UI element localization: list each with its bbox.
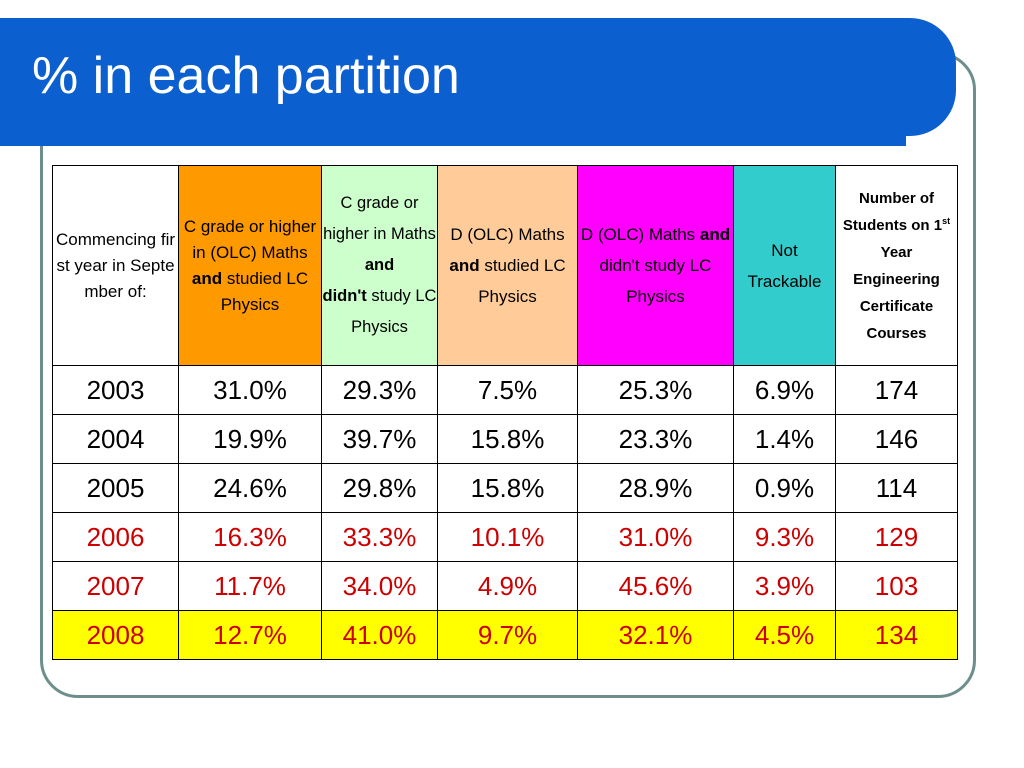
students-cell: 174 (835, 365, 958, 415)
c-grade-not-studied-cell: 41.0% (321, 610, 438, 660)
c-grade-not-studied-cell: 29.8% (321, 463, 438, 513)
table-row: 2006 16.3% 33.3% 10.1% 31.0% 9.3% 129 (52, 512, 958, 562)
d-studied-cell: 15.8% (437, 414, 578, 464)
header-c-grade-not-studied: C grade or higher in Maths and didn't stu… (321, 165, 438, 366)
header-c-grade-studied: C grade or higher in (OLC) Maths and stu… (178, 165, 322, 366)
not-trackable-cell: 1.4% (733, 414, 836, 464)
students-cell: 114 (835, 463, 958, 513)
header-not-trackable: Not Trackable (733, 165, 836, 366)
students-cell: 146 (835, 414, 958, 464)
d-not-studied-cell: 32.1% (577, 610, 734, 660)
d-not-studied-cell: 25.3% (577, 365, 734, 415)
d-studied-cell: 7.5% (437, 365, 578, 415)
d-studied-cell: 9.7% (437, 610, 578, 660)
header-d-not-studied: D (OLC) Maths and didn't study LC Physic… (577, 165, 734, 366)
not-trackable-cell: 0.9% (733, 463, 836, 513)
header-commencing: Commencing first year in September of: (52, 165, 179, 366)
students-cell: 134 (835, 610, 958, 660)
d-studied-cell: 4.9% (437, 561, 578, 611)
year-cell: 2005 (52, 463, 179, 513)
table-row: 2007 11.7% 34.0% 4.9% 45.6% 3.9% 103 (52, 561, 958, 611)
header-row: Commencing first year in September of: C… (52, 165, 958, 366)
d-not-studied-cell: 28.9% (577, 463, 734, 513)
d-studied-cell: 15.8% (437, 463, 578, 513)
year-cell: 2007 (52, 561, 179, 611)
partition-table: Commencing first year in September of: C… (52, 165, 958, 660)
c-grade-studied-cell: 19.9% (178, 414, 322, 464)
d-not-studied-cell: 31.0% (577, 512, 734, 562)
year-cell: 2003 (52, 365, 179, 415)
c-grade-not-studied-cell: 29.3% (321, 365, 438, 415)
slide-title: % in each partition (32, 47, 460, 105)
year-cell: 2006 (52, 512, 179, 562)
c-grade-studied-cell: 16.3% (178, 512, 322, 562)
table-row: 2003 31.0% 29.3% 7.5% 25.3% 6.9% 174 (52, 365, 958, 415)
students-cell: 103 (835, 561, 958, 611)
header-number-of-students: Number of Students on 1st Year Engineeri… (835, 165, 958, 366)
not-trackable-cell: 3.9% (733, 561, 836, 611)
not-trackable-cell: 4.5% (733, 610, 836, 660)
table-row: 2005 24.6% 29.8% 15.8% 28.9% 0.9% 114 (52, 463, 958, 513)
table-row: 2004 19.9% 39.7% 15.8% 23.3% 1.4% 146 (52, 414, 958, 464)
title-underline (0, 134, 906, 146)
header-d-studied: D (OLC) Maths and studied LC Physics (437, 165, 578, 366)
c-grade-studied-cell: 24.6% (178, 463, 322, 513)
year-cell: 2008 (52, 610, 179, 660)
c-grade-studied-cell: 11.7% (178, 561, 322, 611)
d-not-studied-cell: 45.6% (577, 561, 734, 611)
c-grade-not-studied-cell: 33.3% (321, 512, 438, 562)
d-studied-cell: 10.1% (437, 512, 578, 562)
year-cell: 2004 (52, 414, 179, 464)
c-grade-not-studied-cell: 34.0% (321, 561, 438, 611)
c-grade-studied-cell: 31.0% (178, 365, 322, 415)
c-grade-not-studied-cell: 39.7% (321, 414, 438, 464)
c-grade-studied-cell: 12.7% (178, 610, 322, 660)
not-trackable-cell: 9.3% (733, 512, 836, 562)
table-row-highlighted: 2008 12.7% 41.0% 9.7% 32.1% 4.5% 134 (52, 610, 958, 660)
d-not-studied-cell: 23.3% (577, 414, 734, 464)
title-bar (0, 18, 956, 136)
students-cell: 129 (835, 512, 958, 562)
not-trackable-cell: 6.9% (733, 365, 836, 415)
